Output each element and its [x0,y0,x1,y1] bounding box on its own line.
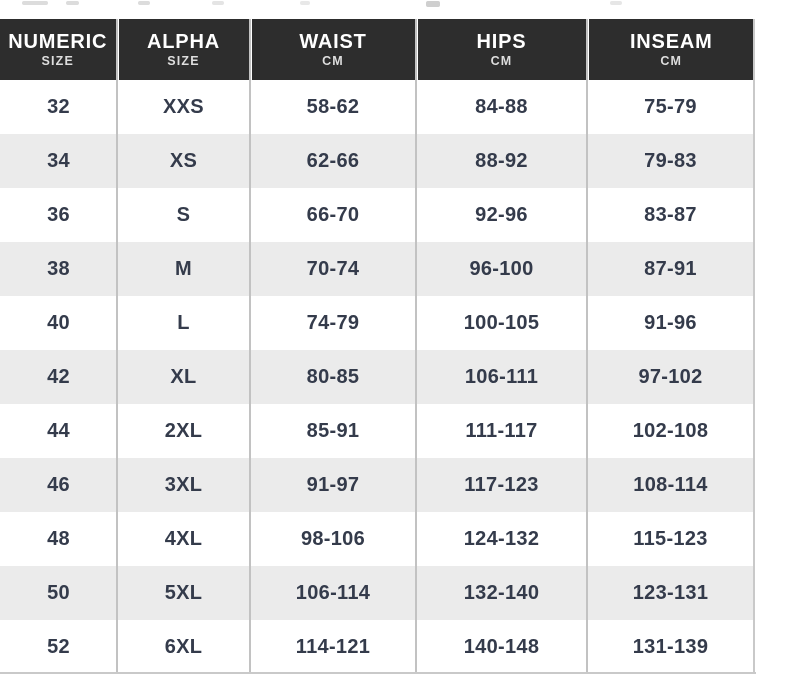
column-divider [415,19,417,674]
header-cell-alpha: ALPHA SIZE [118,19,249,80]
table-row: 32 XXS 58-62 84-88 75-79 [0,80,754,134]
table-cell: 75-79 [644,95,697,118]
table-header-row: NUMERIC SIZE ALPHA SIZE WAIST CM HIPS CM INSEAM C… [0,19,754,80]
table-row: 50 5XL 106-114 132-140 123-131 [0,566,754,620]
table-cell: 3XL [164,473,203,496]
table-cell: XS [169,149,198,172]
table-cell: 83-87 [644,203,697,226]
header-label: ALPHA [147,30,220,53]
table-cell: S [176,203,191,226]
cropped-text-fragment [138,1,150,5]
table-cell: 38 [47,257,70,280]
cropped-text-fragment [22,1,48,5]
table-cell: 32 [47,95,70,118]
table-cell: 36 [47,203,70,226]
table-cell: 92-96 [475,203,528,226]
table-cell: 97-102 [638,365,703,388]
table-row: 52 6XL 114-121 140-148 131-139 [0,620,754,674]
table-row: 40 L 74-79 100-105 91-96 [0,296,754,350]
table-cell: 2XL [164,419,203,442]
table-cell: 42 [47,365,70,388]
header-label: WAIST [299,30,367,53]
table-cell: 70-74 [306,257,360,280]
header-unit-label: CM [322,53,344,68]
table-cell: 108-114 [633,473,708,496]
table-cell: 87-91 [644,257,697,280]
cropped-text-fragment [426,1,440,7]
table-cell: 5XL [164,581,203,604]
header-cell-numeric: NUMERIC SIZE [0,19,116,80]
table-cell: 44 [47,419,70,442]
table-row: 36 S 66-70 92-96 83-87 [0,188,754,242]
table-cell: 115-123 [633,527,708,550]
table-right-border [753,19,755,674]
table-cell: XXS [163,95,204,118]
header-cell-waist: WAIST CM [251,19,415,80]
header-unit-label: CM [660,53,683,68]
header-cell-inseam: INSEAM CM [588,19,754,80]
table-cell: 132-140 [463,581,540,604]
table-cell: 102-108 [632,419,709,442]
table-cell: 48 [47,527,70,550]
table-cell: 52 [47,635,70,658]
table-cell: 131-139 [632,635,709,658]
column-divider [586,19,588,674]
table-cell: 91-97 [306,473,360,496]
table-row: 42 XL 80-85 106-111 97-102 [0,350,754,404]
table-row: 34 XS 62-66 88-92 79-83 [0,134,754,188]
table-cell: 123-131 [632,581,709,604]
column-divider [116,19,118,674]
table-cell: 106-114 [295,581,371,604]
header-label: NUMERIC [8,30,108,53]
header-cell-hips: HIPS CM [417,19,586,80]
table-cell: 40 [47,311,70,334]
table-cell: 79-83 [644,149,697,172]
table-cell: 96-100 [469,257,534,280]
table-cell: 140-148 [463,635,540,658]
header-label: INSEAM [629,30,713,53]
table-cell: 100-105 [463,311,540,334]
table-cell: 80-85 [306,365,360,388]
table-cell: 114-121 [295,635,371,658]
table-row: 48 4XL 98-106 124-132 115-123 [0,512,754,566]
header-unit-label: CM [490,53,513,68]
header-unit-label: SIZE [167,53,200,68]
table-bottom-border [0,672,756,674]
table-cell: 58-62 [306,95,360,118]
cropped-text-fragment [66,1,79,5]
table-row: 38 M 70-74 96-100 87-91 [0,242,754,296]
table-cell: 34 [47,149,70,172]
table-cell: 84-88 [475,95,528,118]
table-row: 46 3XL 91-97 117-123 108-114 [0,458,754,512]
table-cell: 98-106 [300,527,366,550]
table-cell: M [175,257,192,280]
cropped-text-fragment [300,1,310,5]
table-cell: 62-66 [306,149,360,172]
table-cell: 111-117 [465,419,538,442]
table-row: 44 2XL 85-91 111-117 102-108 [0,404,754,458]
table-cell: 117-123 [464,473,539,496]
table-cell: 74-79 [306,311,360,334]
header-unit-label: SIZE [41,53,75,68]
cropped-text-fragment [610,1,622,5]
header-label: HIPS [476,30,527,53]
table-cell: 106-111 [464,365,539,388]
table-cell: 46 [47,473,70,496]
table-body: 32 XXS 58-62 84-88 75-79 34 XS 62-66 88-92 79-83 3… [0,80,754,674]
table-cell: 4XL [164,527,203,550]
table-cell: 124-132 [463,527,540,550]
table-cell: 88-92 [475,149,528,172]
cropped-text-fragment [212,1,224,5]
table-cell: 85-91 [306,419,360,442]
table-cell: 91-96 [644,311,697,334]
table-cell: 50 [47,581,70,604]
table-cell: 6XL [164,635,203,658]
column-divider [249,19,251,674]
table-cell: 66-70 [306,203,360,226]
table-cell: L [177,311,190,334]
size-chart-table: NUMERIC SIZE ALPHA SIZE WAIST CM HIPS CM INSEAM C… [0,19,756,674]
table-cell: XL [170,365,197,388]
